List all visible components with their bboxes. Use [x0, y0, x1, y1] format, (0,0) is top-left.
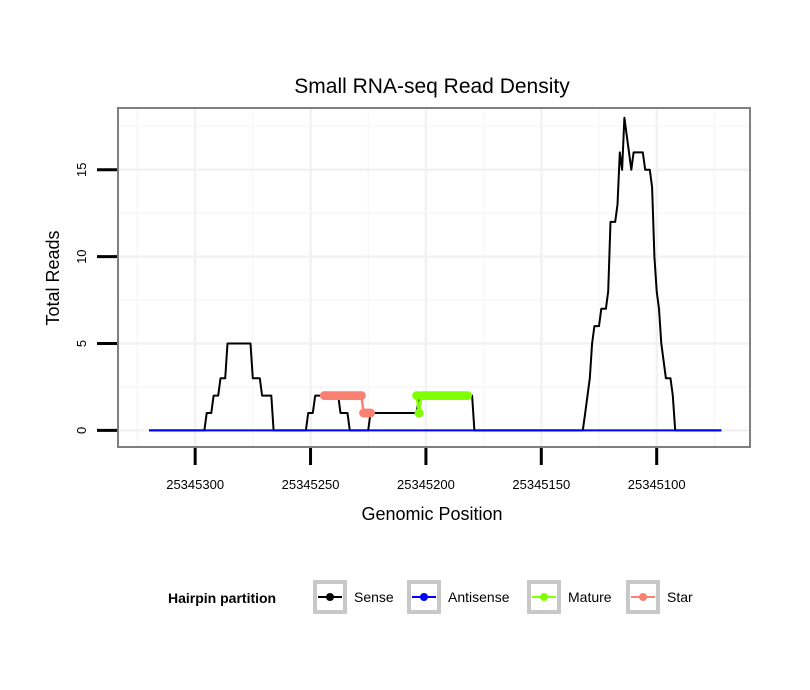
sense-series-line: [149, 116, 722, 432]
grid: [119, 109, 749, 446]
x-tick-label: 25345250: [282, 477, 340, 492]
legend-label-mature: Mature: [568, 589, 612, 605]
y-tick-label: 5: [74, 340, 89, 347]
axes: 25345300 25345250 25345200 25345150 25345100…: [74, 163, 686, 492]
legend-label-sense: Sense: [354, 589, 394, 605]
legend-label-antisense: Antisense: [448, 589, 510, 605]
legend-point-mature: [540, 593, 548, 601]
legend-point-sense: [326, 593, 334, 601]
y-tick-label: 10: [74, 249, 89, 263]
x-tick-label: 25345300: [166, 477, 224, 492]
legend: Hairpin partition Sense Antisense Mature St…: [168, 580, 693, 614]
x-tick-label: 25345100: [628, 477, 686, 492]
y-tick-label: 15: [74, 163, 89, 177]
mature-series-point: [463, 391, 472, 401]
y-tick-label: 0: [74, 427, 89, 434]
legend-point-star: [639, 593, 647, 601]
plot-panel-border: [117, 107, 751, 448]
series-layer: [149, 116, 722, 432]
star-series-point: [366, 408, 375, 418]
y-axis-label: Total Reads: [43, 230, 63, 325]
x-tick-label: 25345150: [512, 477, 570, 492]
legend-title: Hairpin partition: [168, 590, 276, 606]
chart-title: Small RNA-seq Read Density: [294, 75, 570, 98]
star-series-point: [356, 391, 366, 401]
x-tick-label: 25345200: [397, 477, 455, 492]
legend-point-antisense: [420, 593, 428, 601]
legend-label-star: Star: [667, 589, 693, 605]
x-axis-label: Genomic Position: [361, 504, 502, 524]
mature-series-point: [414, 408, 424, 418]
